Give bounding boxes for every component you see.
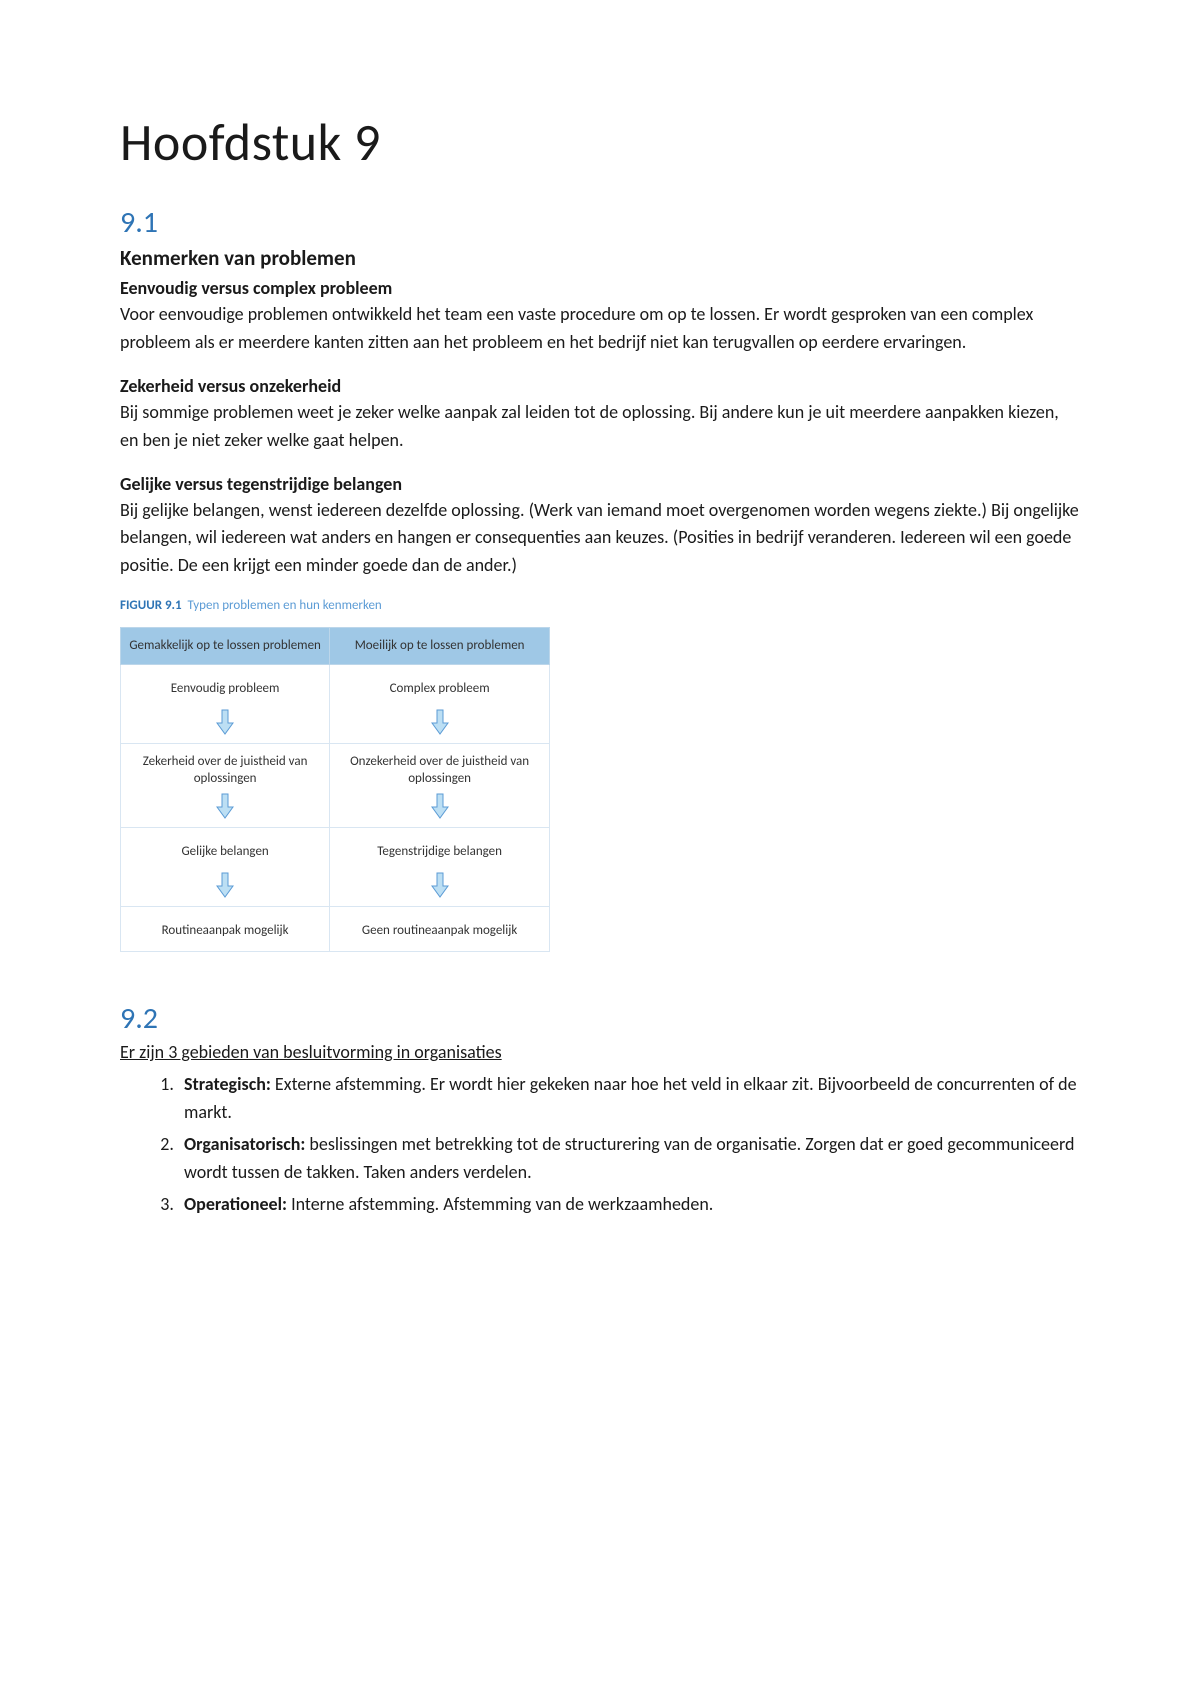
figure-title-text: Typen problemen en hun kenmerken bbox=[188, 598, 382, 613]
figure-table: Gemakkelijk op te lossen problemen Moeil… bbox=[120, 627, 550, 952]
section-intro-9-2: Er zijn 3 gebieden van besluitvorming in… bbox=[120, 1041, 1080, 1063]
section-number-9-1: 9.1 bbox=[120, 204, 1080, 241]
list-item-operationeel: Operationeel: Interne afstemming. Afstem… bbox=[178, 1191, 1080, 1219]
figure-cell-left: Eenvoudig probleem bbox=[121, 665, 330, 744]
paragraph-belangen: Bij gelijke belangen, wenst iedereen dez… bbox=[120, 497, 1080, 581]
figure-caption: FIGUUR 9.1 Typen problemen en hun kenmer… bbox=[120, 598, 1080, 613]
figure-cell-right: Onzekerheid over de juistheid van oploss… bbox=[330, 744, 550, 828]
list-label: Strategisch: bbox=[184, 1073, 271, 1095]
arrow-down-icon bbox=[430, 872, 450, 898]
list-text: Interne afstemming. Afstemming van de we… bbox=[287, 1193, 713, 1215]
subheading-eenvoudig: Eenvoudig versus complex probleem bbox=[120, 277, 1080, 299]
figure-cell-left: Routineaanpak mogelijk bbox=[121, 906, 330, 951]
list-text: Externe afstemming. Er wordt hier gekeke… bbox=[184, 1073, 1077, 1123]
section-number-9-2: 9.2 bbox=[120, 1000, 1080, 1037]
paragraph-eenvoudig: Voor eenvoudige problemen ontwikkeld het… bbox=[120, 301, 1080, 357]
arrow-down-icon bbox=[215, 709, 235, 735]
figure-cell-right: Geen routineaanpak mogelijk bbox=[330, 906, 550, 951]
list-label: Operationeel: bbox=[184, 1193, 287, 1215]
figure-col-header-hard: Moeilijk op te lossen problemen bbox=[330, 628, 550, 665]
paragraph-zekerheid: Bij sommige problemen weet je zeker welk… bbox=[120, 399, 1080, 455]
figure-cell-left: Zekerheid over de juistheid van oplossin… bbox=[121, 744, 330, 828]
figure-col-header-easy: Gemakkelijk op te lossen problemen bbox=[121, 628, 330, 665]
subheading-belangen: Gelijke versus tegenstrijdige belangen bbox=[120, 473, 1080, 495]
chapter-title: Hoofdstuk 9 bbox=[120, 110, 1080, 174]
figure-cell-left: Gelijke belangen bbox=[121, 827, 330, 906]
figure-cell-right: Tegenstrijdige belangen bbox=[330, 827, 550, 906]
decision-areas-list: Strategisch: Externe afstemming. Er word… bbox=[120, 1071, 1080, 1218]
arrow-down-icon bbox=[430, 709, 450, 735]
list-label: Organisatorisch: bbox=[184, 1133, 305, 1155]
list-item-strategisch: Strategisch: Externe afstemming. Er word… bbox=[178, 1071, 1080, 1127]
list-text: beslissingen met betrekking tot de struc… bbox=[184, 1133, 1074, 1183]
section-heading-9-1: Kenmerken van problemen bbox=[120, 245, 1080, 271]
figure-label: FIGUUR 9.1 bbox=[120, 598, 182, 613]
document-page: Hoofdstuk 9 9.1 Kenmerken van problemen … bbox=[0, 0, 1200, 1342]
arrow-down-icon bbox=[215, 793, 235, 819]
arrow-down-icon bbox=[215, 872, 235, 898]
list-item-organisatorisch: Organisatorisch: beslissingen met betrek… bbox=[178, 1131, 1080, 1187]
arrow-down-icon bbox=[430, 793, 450, 819]
figure-cell-right: Complex probleem bbox=[330, 665, 550, 744]
subheading-zekerheid: Zekerheid versus onzekerheid bbox=[120, 375, 1080, 397]
